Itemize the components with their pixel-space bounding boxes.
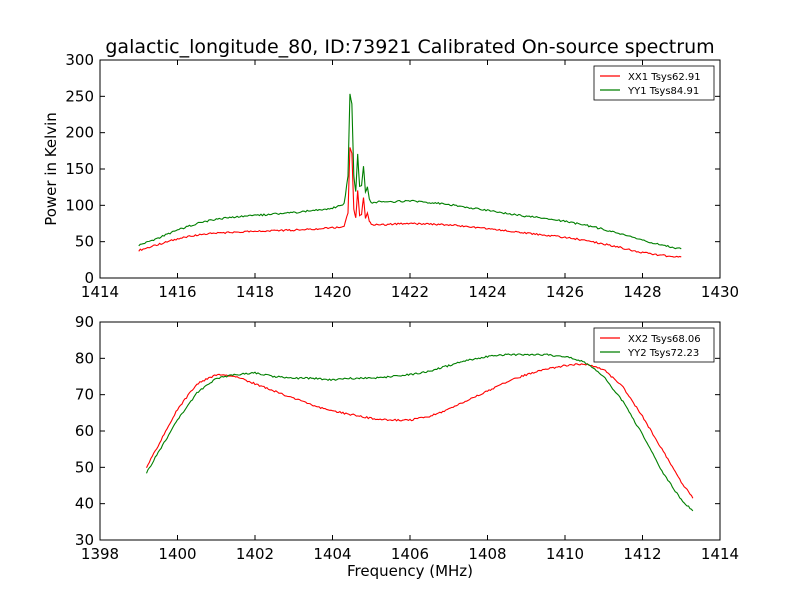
x-tick-label: 1400 — [158, 545, 196, 563]
series-line-yy1 — [138, 93, 682, 250]
legend-label: XX2 Tsys68.06 — [628, 334, 701, 345]
x-tick-label: 1404 — [313, 545, 351, 563]
x-tick-label: 1422 — [391, 283, 429, 301]
x-tick-label: 1414 — [701, 545, 739, 563]
series-line-xx1 — [138, 147, 682, 258]
x-tick-label: 1430 — [701, 283, 739, 301]
x-tick-label: 1412 — [623, 545, 661, 563]
y-tick-label: 40 — [75, 495, 94, 513]
x-tick-label: 1426 — [546, 283, 584, 301]
chart-panel-1: 1414 1416 1418 1420 1422 1424 1426 1428 1430 0 50 1… — [42, 51, 739, 301]
legend-box — [593, 327, 715, 363]
x-axis-label: Frequency (MHz) — [347, 562, 473, 580]
y-tick-label: 50 — [75, 458, 94, 476]
y-tick-label: 50 — [75, 233, 94, 251]
x-tick-label: 1424 — [468, 283, 506, 301]
series-line-xx2 — [146, 363, 694, 499]
y-tick-label: 200 — [65, 124, 94, 142]
chart-title: galactic_longitude_80, ID:73921 Calibrat… — [105, 36, 714, 58]
y-axis-label: Power in Kelvin — [42, 112, 60, 226]
x-tick-label: 1398 — [81, 545, 119, 563]
x-tick-label: 1420 — [313, 283, 351, 301]
chart-panel-2: 1398 1400 1402 1404 1406 1408 1410 1412 1414 30 40… — [75, 313, 739, 580]
legend-label: XX1 Tsys62.91 — [628, 72, 701, 83]
y-tick-label: 300 — [65, 51, 94, 69]
y-tick-label: 80 — [75, 349, 94, 367]
x-tick-label: 1414 — [81, 283, 119, 301]
y-tick-label: 100 — [65, 196, 94, 214]
y-tick-label: 250 — [65, 87, 94, 105]
legend-box — [593, 65, 715, 101]
series-line-yy2 — [145, 353, 694, 512]
x-tick-label: 1410 — [546, 545, 584, 563]
y-tick-label: 90 — [75, 313, 94, 331]
legend-label: YY2 Tsys72.23 — [627, 348, 699, 359]
y-tick-label: 60 — [75, 422, 94, 440]
legend: XX2 Tsys68.06 YY2 Tsys72.23 — [593, 327, 715, 363]
x-tick-label: 1402 — [236, 545, 274, 563]
x-tick-label: 1406 — [391, 545, 429, 563]
x-tick-label: 1418 — [236, 283, 274, 301]
x-tick-label: 1428 — [623, 283, 661, 301]
y-tick-label: 0 — [84, 269, 94, 287]
x-tick-label: 1416 — [158, 283, 196, 301]
y-tick-label: 150 — [65, 160, 94, 178]
x-tick-label: 1408 — [468, 545, 506, 563]
y-tick-label: 30 — [75, 531, 94, 549]
y-tick-label: 70 — [75, 386, 94, 404]
legend: XX1 Tsys62.91 YY1 Tsys84.91 — [593, 65, 715, 101]
legend-label: YY1 Tsys84.91 — [627, 86, 699, 97]
